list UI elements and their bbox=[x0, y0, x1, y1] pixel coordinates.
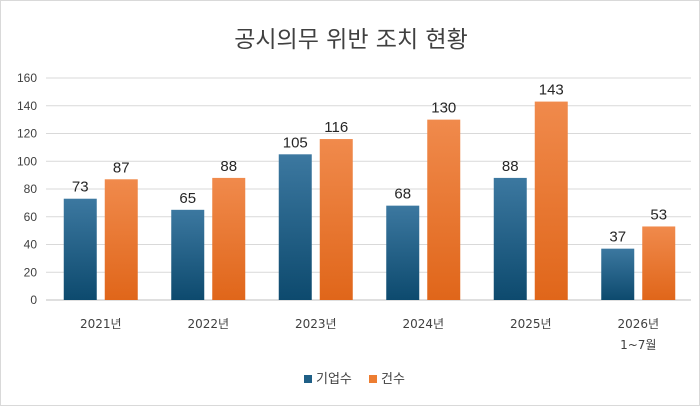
y-tick-label: 0 bbox=[30, 293, 37, 307]
legend-label: 기업수 bbox=[316, 372, 352, 387]
bar-companies bbox=[63, 198, 97, 300]
x-tick-label: 2024년 bbox=[402, 317, 444, 331]
y-tick-label: 60 bbox=[24, 210, 38, 224]
y-tick-label: 140 bbox=[17, 99, 37, 113]
data-label: 130 bbox=[431, 100, 456, 117]
data-label: 68 bbox=[394, 186, 411, 203]
data-label: 143 bbox=[539, 82, 564, 99]
data-label: 73 bbox=[72, 179, 89, 196]
x-tick-label: 2021년 bbox=[80, 317, 122, 331]
bar-companies bbox=[171, 209, 205, 300]
bar-cases bbox=[534, 101, 568, 301]
y-tick-label: 120 bbox=[17, 127, 37, 141]
x-tick-label: 2023년 bbox=[295, 317, 337, 331]
x-tick-label: 2022년 bbox=[187, 317, 229, 331]
data-label: 87 bbox=[113, 159, 130, 176]
legend-swatch bbox=[304, 375, 312, 383]
bar-companies bbox=[278, 154, 312, 300]
data-label: 88 bbox=[220, 158, 237, 175]
bar-cases bbox=[427, 119, 461, 300]
bar-cases bbox=[212, 177, 246, 300]
data-label: 105 bbox=[283, 134, 308, 151]
bar-cases bbox=[642, 226, 676, 300]
bar-companies bbox=[493, 177, 527, 300]
x-tick-label: 1~7월 bbox=[620, 338, 656, 352]
x-tick-label: 2026년 bbox=[617, 317, 659, 331]
bar-cases bbox=[104, 179, 138, 300]
y-tick-label: 80 bbox=[24, 182, 38, 196]
chart-title: 공시의무 위반 조치 현황 bbox=[234, 27, 468, 53]
x-tick-label: 2025년 bbox=[510, 317, 552, 331]
data-label: 116 bbox=[324, 119, 348, 136]
data-label: 88 bbox=[502, 158, 519, 175]
bar-companies bbox=[386, 205, 420, 300]
data-label: 37 bbox=[609, 229, 626, 246]
y-tick-label: 40 bbox=[24, 238, 38, 252]
legend-label: 건수 bbox=[381, 372, 405, 387]
data-label: 65 bbox=[179, 190, 196, 207]
y-tick-label: 20 bbox=[24, 265, 38, 279]
y-tick-label: 100 bbox=[17, 154, 37, 168]
bar-cases bbox=[319, 139, 353, 300]
data-label: 53 bbox=[650, 206, 667, 223]
bar-companies bbox=[601, 248, 635, 300]
legend-swatch bbox=[369, 375, 377, 383]
y-tick-label: 160 bbox=[17, 71, 37, 85]
